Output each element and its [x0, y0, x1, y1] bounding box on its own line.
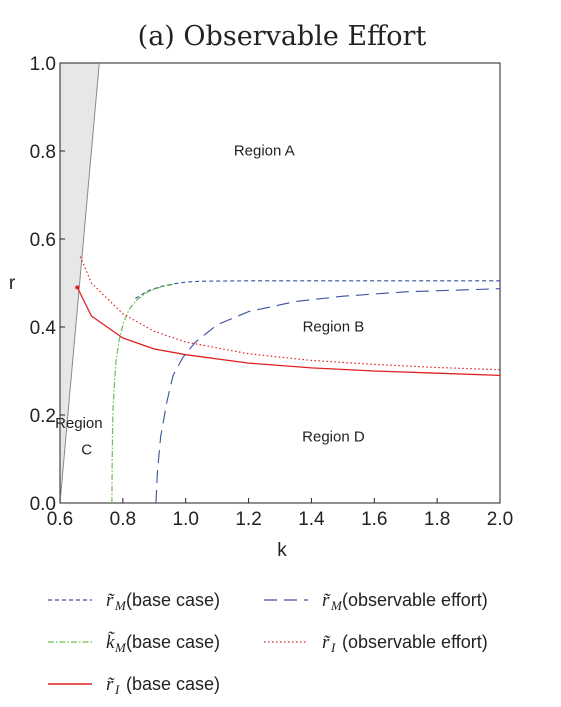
plot-area: [59, 62, 501, 504]
x-tick-label: 0.6: [47, 509, 73, 530]
series-rM-base: [135, 280, 500, 299]
annotation-region-d: Region D: [302, 428, 365, 445]
x-tick-label: 1.2: [235, 509, 261, 530]
x-tick-label: 2.0: [487, 509, 513, 530]
region-labels: Region A Region B Region C Region D: [55, 142, 365, 458]
y-tick-label: 0.2: [30, 406, 56, 427]
annotation-region-a: Region A: [234, 142, 295, 159]
annotation-region-c-1: Region: [55, 415, 103, 432]
legend-item-rM-base: r̃ M (base case): [48, 590, 220, 613]
legend-subscript: M: [114, 640, 127, 655]
annotation-region-c-2: C: [81, 442, 92, 459]
legend-item-rI-base: r̃ I (base case): [48, 674, 220, 697]
y-tick-label: 0.6: [30, 230, 56, 251]
legend-label: (base case): [126, 674, 220, 694]
legend-symbol: r̃: [106, 590, 115, 611]
axis-ticks: 0.6 0.8 1.0 1.2 1.4 1.6 1.8 2.0 0.0 0.2 0.4 0.6 0.8 1…: [30, 54, 514, 530]
legend-symbol: r̃: [106, 674, 115, 695]
legend-subscript: M: [114, 598, 127, 613]
x-tick-label: 1.4: [298, 509, 325, 530]
legend-symbol: r̃: [322, 590, 331, 611]
legend-symbol: r̃: [322, 632, 331, 653]
x-tick-label: 1.6: [361, 509, 387, 530]
legend: r̃ M (base case) r̃ M (observable effort)k̃ M(…: [48, 590, 488, 697]
legend-label: (base case): [126, 632, 220, 652]
series-kM-base: [111, 283, 174, 504]
legend-item-rM-obs: r̃ M (observable effort): [264, 590, 488, 613]
x-tick-label: 1.0: [173, 509, 199, 530]
legend-subscript: I: [114, 682, 120, 697]
legend-subscript: M: [330, 598, 343, 613]
plot-frame: [59, 62, 501, 504]
chart-title: (a) Observable Effort: [138, 21, 427, 52]
x-tick-label: 1.8: [424, 509, 450, 530]
y-tick-label: 0.8: [30, 142, 56, 163]
x-axis-label: k: [277, 540, 287, 561]
legend-label: (base case): [126, 590, 220, 610]
y-tick-label: 0.4: [30, 318, 57, 339]
annotation-region-b: Region B: [303, 318, 365, 335]
y-axis-label: r: [9, 273, 16, 294]
legend-item-rI-obs: r̃ I (observable effort): [264, 632, 488, 655]
series-rM-obs: [155, 288, 501, 504]
y-tick-label: 1.0: [30, 54, 56, 75]
series-rI-base: [76, 287, 501, 377]
x-tick-label: 0.8: [110, 509, 136, 530]
legend-item-kM-base: k̃ M (base case): [48, 631, 220, 655]
legend-subscript: I: [330, 640, 336, 655]
legend-label: (observable effort): [342, 632, 488, 652]
series-lines: [75, 256, 501, 504]
legend-label: (observable effort): [342, 590, 488, 610]
series-rI-base-endpoint: [75, 285, 80, 290]
shaded-region-boundary: [60, 63, 100, 503]
series-rI-obs: [79, 256, 501, 371]
legend-symbol: k̃: [106, 631, 115, 653]
y-tick-label: 0.0: [30, 494, 56, 515]
